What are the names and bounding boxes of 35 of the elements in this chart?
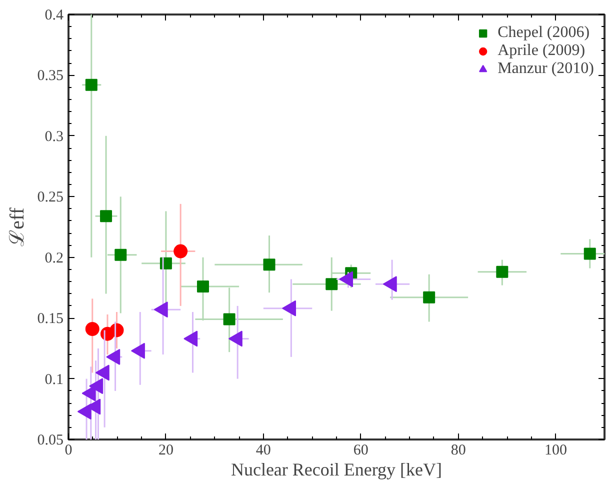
y-tick-label: 0.05 — [37, 432, 64, 448]
point — [100, 210, 112, 222]
x-tick-label: 100 — [544, 442, 568, 458]
point — [85, 78, 98, 91]
point — [89, 378, 104, 394]
point — [174, 244, 188, 258]
y-tick-label: 0.15 — [37, 311, 64, 328]
point — [106, 348, 120, 365]
x-axis-title: Nuclear Recoil Energy [keV] — [230, 460, 442, 480]
point — [223, 313, 236, 326]
x-tick-label: 80 — [450, 442, 466, 458]
x-tick-label: 0 — [64, 442, 72, 458]
point — [263, 258, 276, 271]
legend-label: Aprile (2009) — [498, 42, 586, 60]
y-tick-label: 0.2 — [44, 250, 64, 266]
y-tick-label: 0.4 — [44, 8, 64, 24]
point — [95, 364, 110, 381]
y-tick-label: 0.35 — [37, 68, 64, 84]
point — [584, 248, 596, 260]
point — [496, 266, 508, 278]
y-tick-label: 0.25 — [37, 190, 64, 206]
point — [326, 278, 338, 290]
point — [184, 330, 198, 347]
point — [85, 322, 100, 336]
x-tick-label: 60 — [353, 442, 368, 458]
y-tick-label: 0.1 — [44, 372, 64, 388]
x-tick-label: 20 — [158, 442, 174, 458]
y-tick-label: 0.3 — [44, 128, 64, 145]
x-tick-label: 40 — [256, 442, 271, 458]
legend-label: Chepel (2006) — [498, 24, 590, 42]
y-axis-title: ℒeff — [6, 207, 28, 246]
point — [196, 280, 209, 292]
point — [423, 291, 436, 304]
legend-label: Manzur (2010) — [498, 60, 594, 78]
point — [114, 248, 127, 261]
